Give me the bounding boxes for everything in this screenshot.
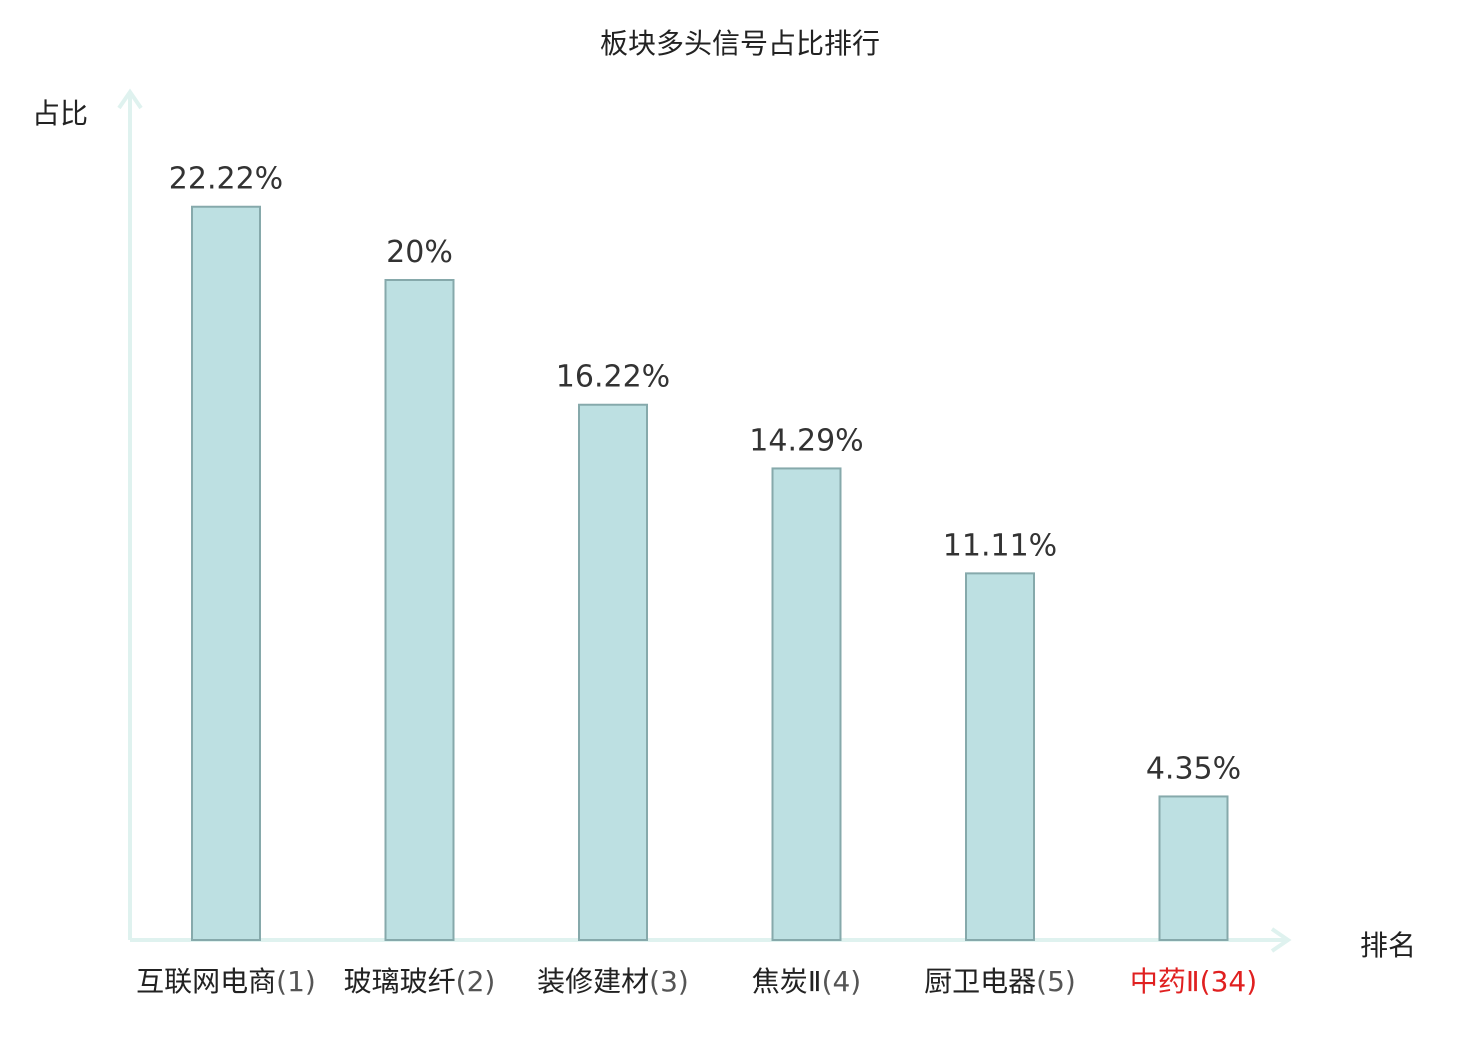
category-label: 互联网电商(1) [131, 966, 321, 998]
bar-value-label: 4.35% [1146, 751, 1241, 786]
bar-value-label: 22.22% [169, 162, 283, 197]
category-name: 厨卫电器 [924, 965, 1037, 998]
bar [384, 279, 455, 941]
bar [578, 403, 648, 941]
category-rank: (34) [1199, 965, 1258, 998]
category-label: 焦炭Ⅱ(4) [712, 966, 902, 998]
axes [117, 88, 1292, 953]
category-rank: (3) [649, 965, 689, 998]
category-label: 厨卫电器(5) [905, 966, 1095, 998]
category-label: 中药Ⅱ(34) [1099, 966, 1289, 998]
x-axis-label: 排名 [1360, 929, 1417, 962]
category-rank: (4) [821, 965, 862, 998]
bar-value-label: 16.22% [556, 360, 670, 395]
chart-title: 板块多头信号占比排行 [599, 27, 880, 60]
bar-value-label: 14.29% [749, 423, 863, 458]
bars [191, 205, 1229, 942]
bar [1158, 795, 1229, 942]
category-label: 玻璃玻纤(2) [325, 966, 515, 998]
category-name: 装修建材 [537, 965, 650, 998]
bar-value-label: 20% [386, 235, 453, 270]
category-name: 中药Ⅱ [1129, 965, 1200, 998]
category-name: 玻璃玻纤 [343, 965, 456, 998]
bar [965, 572, 1035, 941]
category-label: 装修建材(3) [518, 966, 708, 998]
y-axis-arrow [117, 88, 143, 110]
category-rank: (2) [455, 965, 496, 998]
bar [771, 467, 842, 941]
bar-value-label: 11.11% [943, 528, 1057, 563]
category-rank: (1) [276, 965, 316, 998]
x-axis-arrow [1270, 927, 1292, 953]
value-labels: 22.22% 20% 16.22% 14.29% 11.11% 4.35% [169, 162, 1241, 787]
category-rank: (5) [1036, 965, 1076, 998]
category-name: 互联网电商 [136, 965, 277, 998]
y-axis-label: 占比 [32, 97, 89, 130]
bar [191, 205, 261, 942]
category-name: 焦炭Ⅱ [751, 965, 822, 998]
